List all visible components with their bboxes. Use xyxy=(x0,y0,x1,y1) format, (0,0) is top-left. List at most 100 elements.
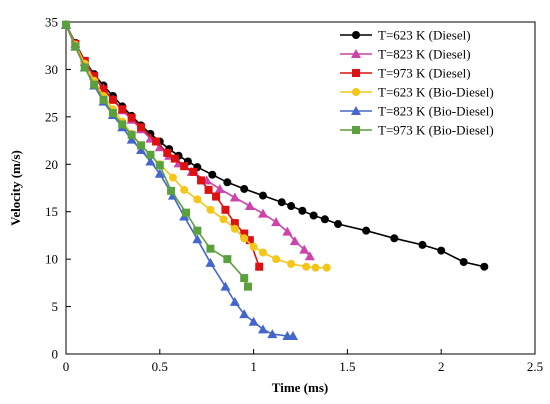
legend-swatch-marker xyxy=(352,126,360,134)
series-3-point xyxy=(108,95,117,104)
series-3-point xyxy=(152,137,161,146)
legend-swatch-marker xyxy=(351,49,361,58)
series-6-point xyxy=(243,282,252,291)
series-6-line xyxy=(65,24,249,288)
series-5-point xyxy=(239,309,250,319)
series-4-point xyxy=(249,242,258,251)
series-1-point xyxy=(287,202,296,211)
legend-entry-5: T=823 K (Bio-Diesel) xyxy=(340,104,494,119)
series-6-point xyxy=(62,20,70,29)
series-3-point xyxy=(170,154,179,163)
series-3-point xyxy=(230,219,239,228)
series-5-point xyxy=(287,330,298,340)
series-1-point xyxy=(298,206,307,215)
legend-swatch-marker xyxy=(352,31,360,39)
series-6-point xyxy=(155,161,164,170)
legend-label: T=623 K (Bio-Diesel) xyxy=(378,85,494,100)
series-3-point xyxy=(99,85,108,94)
y-tick-label: 20 xyxy=(45,157,58,172)
series-5-point xyxy=(126,134,137,144)
series-1-point xyxy=(309,211,318,220)
y-tick-label: 30 xyxy=(45,62,58,77)
series-3-point xyxy=(221,205,230,214)
series-4-point xyxy=(219,215,228,224)
series-6-point xyxy=(137,141,146,150)
x-tick-label: 2.5 xyxy=(527,359,543,374)
series-3-point xyxy=(118,105,127,114)
series-2-point xyxy=(299,244,310,254)
series-4-point xyxy=(193,195,202,204)
series-3-point xyxy=(255,262,264,271)
series-1-point xyxy=(480,262,489,271)
series-6-point xyxy=(99,95,108,104)
series-3-point xyxy=(240,229,249,238)
series-5 xyxy=(61,19,298,340)
y-tick-label: 5 xyxy=(52,299,59,314)
y-tick-label: 35 xyxy=(45,15,58,30)
series-3-point xyxy=(189,167,198,176)
series-2-point xyxy=(229,192,240,202)
series-1-point xyxy=(437,246,446,255)
series-5-point xyxy=(192,234,203,244)
series-2-point xyxy=(282,226,293,236)
series-5-point xyxy=(145,156,156,166)
legend-label: T=823 K (Diesel) xyxy=(378,47,471,62)
series-1-point xyxy=(320,215,329,224)
series-5-point xyxy=(154,168,165,178)
series-3-point xyxy=(212,192,221,201)
series-6-point xyxy=(240,274,249,283)
series-4-point xyxy=(322,263,331,272)
series-1-point xyxy=(208,170,217,179)
series-6-point xyxy=(118,120,127,129)
series-1-point xyxy=(223,178,232,187)
series-2-point xyxy=(257,208,268,218)
legend-entry-4: T=623 K (Bio-Diesel) xyxy=(340,85,494,100)
series-3-point xyxy=(180,162,189,171)
series-6-point xyxy=(167,186,176,195)
series-1-point xyxy=(390,234,399,243)
series-4-point xyxy=(287,259,296,268)
series-2-point xyxy=(271,217,282,227)
series-6-point xyxy=(182,208,191,217)
series-5-point xyxy=(136,145,147,155)
series-6-point xyxy=(206,244,215,253)
series-4-point xyxy=(180,185,189,194)
series-6 xyxy=(62,20,252,291)
y-axis-title: Velocity (m/s) xyxy=(8,150,23,226)
series-3-point xyxy=(245,236,254,245)
series-6-point xyxy=(146,150,155,159)
series-3-point xyxy=(137,123,146,132)
series-3-point xyxy=(197,176,206,185)
series-layer xyxy=(61,19,489,340)
series-5-point xyxy=(205,257,216,267)
x-tick-label: 2 xyxy=(438,359,445,374)
series-3-point xyxy=(127,113,136,122)
series-4-point xyxy=(258,248,267,257)
series-1-point xyxy=(334,220,343,229)
x-axis-title: Time (ms) xyxy=(272,380,328,395)
series-6-point xyxy=(108,109,117,118)
series-6-point xyxy=(90,80,99,89)
legend-entry-2: T=823 K (Diesel) xyxy=(340,47,471,62)
legend-entry-6: T=973 K (Bio-Diesel) xyxy=(340,123,494,138)
y-tick-label: 0 xyxy=(52,347,59,362)
series-3-point xyxy=(90,72,99,81)
series-1-point xyxy=(258,191,267,200)
series-1-point xyxy=(277,198,286,207)
series-4-point xyxy=(311,263,320,272)
series-6-point xyxy=(223,255,232,264)
series-6-point xyxy=(127,130,136,139)
x-tick-label: 0.5 xyxy=(152,359,168,374)
x-tick-label: 1.5 xyxy=(339,359,355,374)
series-4-point xyxy=(168,173,177,182)
series-2-point xyxy=(214,183,225,193)
y-tick-label: 10 xyxy=(45,252,58,267)
series-4-point xyxy=(302,262,311,271)
series-2-point xyxy=(304,251,315,261)
series-4-point xyxy=(206,205,215,214)
series-1-point xyxy=(459,257,468,266)
series-5-point xyxy=(248,316,259,326)
legend-swatch-marker xyxy=(352,88,360,96)
series-2-point xyxy=(244,201,255,211)
x-tick-label: 1 xyxy=(250,359,257,374)
